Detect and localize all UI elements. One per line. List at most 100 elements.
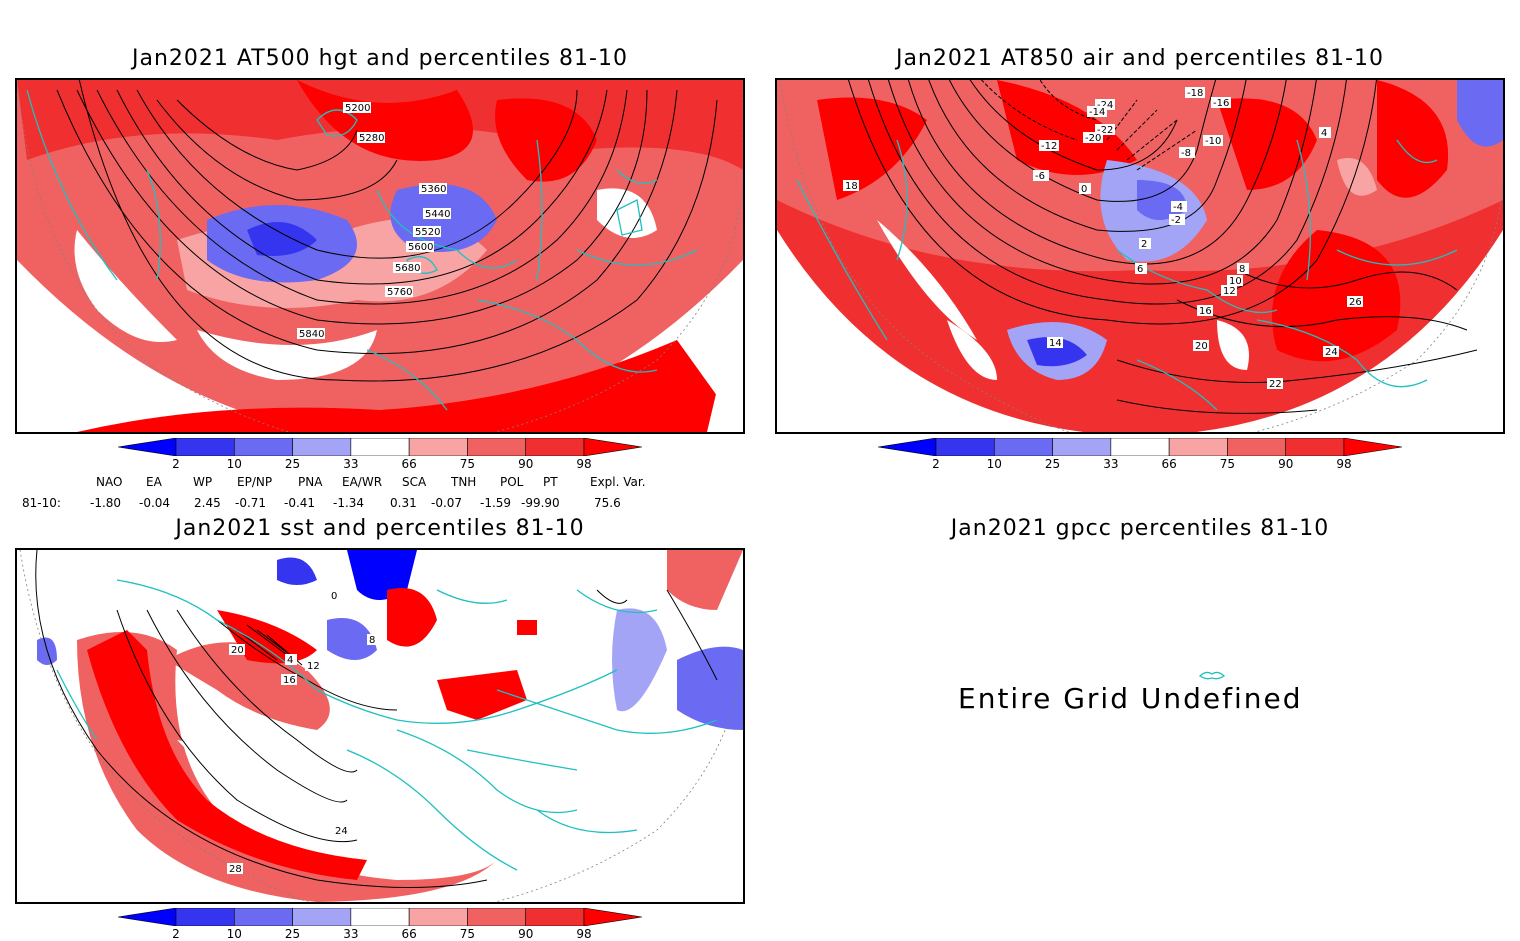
hgt-contour-label: 5280 <box>359 133 384 144</box>
gpcc-panel-title: Jan2021 gpcc percentiles 81-10 <box>950 516 1330 541</box>
index-value-pol: -1.59 <box>480 496 512 510</box>
colorbar-tick-label: 66 <box>1161 457 1177 471</box>
colorbar-tick-label: 25 <box>1044 457 1061 471</box>
index-value-expl-var: 75.6 <box>594 496 621 510</box>
sst-contour-label: 4 <box>287 655 293 666</box>
air-contour-label: -4 <box>1173 202 1183 213</box>
air-panel-title: Jan2021 AT850 air and percentiles 81-10 <box>895 46 1385 71</box>
colorbar-swatch <box>233 907 293 927</box>
colorbar-tick-label: 2 <box>172 457 180 471</box>
colorbar-swatch <box>525 907 585 927</box>
index-value-ep-np: -0.71 <box>235 496 267 510</box>
colorbar-swatch <box>175 437 235 457</box>
air-contour-label: -14 <box>1089 107 1105 118</box>
air-contour-labels: -24 -22 -20 -18 -16 -14 -12 -10 -8 -6 -4… <box>843 87 1363 390</box>
colorbar-tick-label: 10 <box>226 927 242 941</box>
index-value-ea-wr: -1.34 <box>333 496 365 510</box>
index-name-pt: PT <box>543 475 558 489</box>
air-contour-label: -16 <box>1213 98 1229 109</box>
colorbar-swatch <box>467 437 527 457</box>
air-contour-label: 14 <box>1049 338 1062 349</box>
air-contour-label: -10 <box>1205 136 1221 147</box>
air-contour-label: 6 <box>1137 264 1143 275</box>
index-value-nao: -1.80 <box>90 496 122 510</box>
colorbar-tick-label: 98 <box>576 927 592 941</box>
hgt-map-panel: 5200 5280 5360 5440 5520 5600 5680 5760 … <box>15 78 745 434</box>
index-value-wp: 2.45 <box>194 496 221 510</box>
gpcc-small-mark <box>1198 671 1226 680</box>
colorbar-swatch <box>1110 437 1170 457</box>
sst-contour-label: 24 <box>335 826 348 837</box>
colorbar-swatch <box>117 907 177 927</box>
index-value-sca: 0.31 <box>390 496 417 510</box>
colorbar-swatch <box>583 437 643 457</box>
air-contour-label: 0 <box>1081 184 1087 195</box>
sst-colorbar <box>117 907 643 927</box>
hgt-colorbar-swatches <box>117 437 643 457</box>
colorbar-swatch <box>1052 437 1112 457</box>
air-map-panel: -24 -22 -20 -18 -16 -14 -12 -10 -8 -6 -4… <box>775 78 1505 434</box>
index-name-expl-var: Expl. Var. <box>590 475 646 489</box>
air-contour-label: 8 <box>1239 264 1245 275</box>
sst-map-panel: 0 4 8 12 16 20 24 28 <box>15 548 745 904</box>
index-name-pna: PNA <box>298 475 323 489</box>
colorbar-swatch <box>292 907 352 927</box>
colorbar-swatch <box>408 907 468 927</box>
air-contour-label: -8 <box>1181 148 1191 159</box>
index-value-tnh: -0.07 <box>431 496 463 510</box>
colorbar-tick-label: 66 <box>401 457 417 471</box>
colorbar-tick-label: 25 <box>284 457 301 471</box>
sst-contour-label: 0 <box>331 591 337 602</box>
air-contour-label: -24 <box>1097 100 1113 111</box>
sst-contour-label: 12 <box>307 661 320 672</box>
colorbar-swatch <box>408 437 468 457</box>
sst-colorbar-swatches <box>117 907 643 927</box>
index-name-ep-np: EP/NP <box>237 475 273 489</box>
colorbar-swatch <box>583 907 643 927</box>
sst-contour-label: 8 <box>369 635 375 646</box>
colorbar-tick-label: 75 <box>1219 457 1236 471</box>
hgt-map: 5200 5280 5360 5440 5520 5600 5680 5760 … <box>17 80 743 432</box>
index-value-pt: -99.90 <box>521 496 560 510</box>
air-contour-label: -18 <box>1187 88 1203 99</box>
hgt-contour-label: 5840 <box>299 329 324 340</box>
air-contour-label: 24 <box>1325 347 1338 358</box>
index-name-wp: WP <box>193 475 213 489</box>
colorbar-swatch <box>292 437 352 457</box>
air-contour-label: 12 <box>1223 286 1236 297</box>
index-row-label: 81-10: <box>22 496 61 510</box>
air-contour-label: -12 <box>1041 141 1057 152</box>
index-name-pol: POL <box>500 475 524 489</box>
colorbar-swatch <box>993 437 1053 457</box>
colorbar-tick-label: 66 <box>401 927 417 941</box>
hgt-contour-labels: 5200 5280 5360 5440 5520 5600 5680 5760 … <box>297 102 451 340</box>
colorbar-swatch <box>175 907 235 927</box>
colorbar-swatch <box>1343 437 1403 457</box>
colorbar-tick-label: 98 <box>576 457 592 471</box>
air-contour-label: 16 <box>1199 306 1212 317</box>
colorbar-tick-label: 2 <box>172 927 180 941</box>
colorbar-swatch <box>1285 437 1345 457</box>
sst-contour-label: 28 <box>229 864 242 875</box>
hgt-contour-label: 5520 <box>415 227 440 238</box>
index-name-tnh: TNH <box>451 475 477 489</box>
hgt-contour-label: 5600 <box>408 242 433 253</box>
sst-panel-title: Jan2021 sst and percentiles 81-10 <box>175 516 585 541</box>
air-contour-label: 2 <box>1141 239 1147 250</box>
colorbar-tick-label: 25 <box>284 927 301 941</box>
sst-contour-labels: 0 4 8 12 16 20 24 28 <box>227 590 379 875</box>
hgt-colorbar <box>117 437 643 457</box>
colorbar-tick-label: 10 <box>226 457 242 471</box>
sst-contour-label: 20 <box>231 645 244 656</box>
air-contour-label: 26 <box>1349 297 1362 308</box>
air-contour-label: 18 <box>845 181 858 192</box>
air-colorbar <box>877 437 1403 457</box>
air-contour-label: 22 <box>1269 379 1282 390</box>
air-colorbar-swatches <box>877 437 1403 457</box>
colorbar-tick-label: 90 <box>1278 457 1294 471</box>
colorbar-swatch <box>117 437 177 457</box>
air-map: -24 -22 -20 -18 -16 -14 -12 -10 -8 -6 -4… <box>777 80 1503 432</box>
colorbar-tick-label: 75 <box>459 927 476 941</box>
air-contour-label: -22 <box>1097 125 1113 136</box>
air-contour-label: -6 <box>1035 171 1045 182</box>
